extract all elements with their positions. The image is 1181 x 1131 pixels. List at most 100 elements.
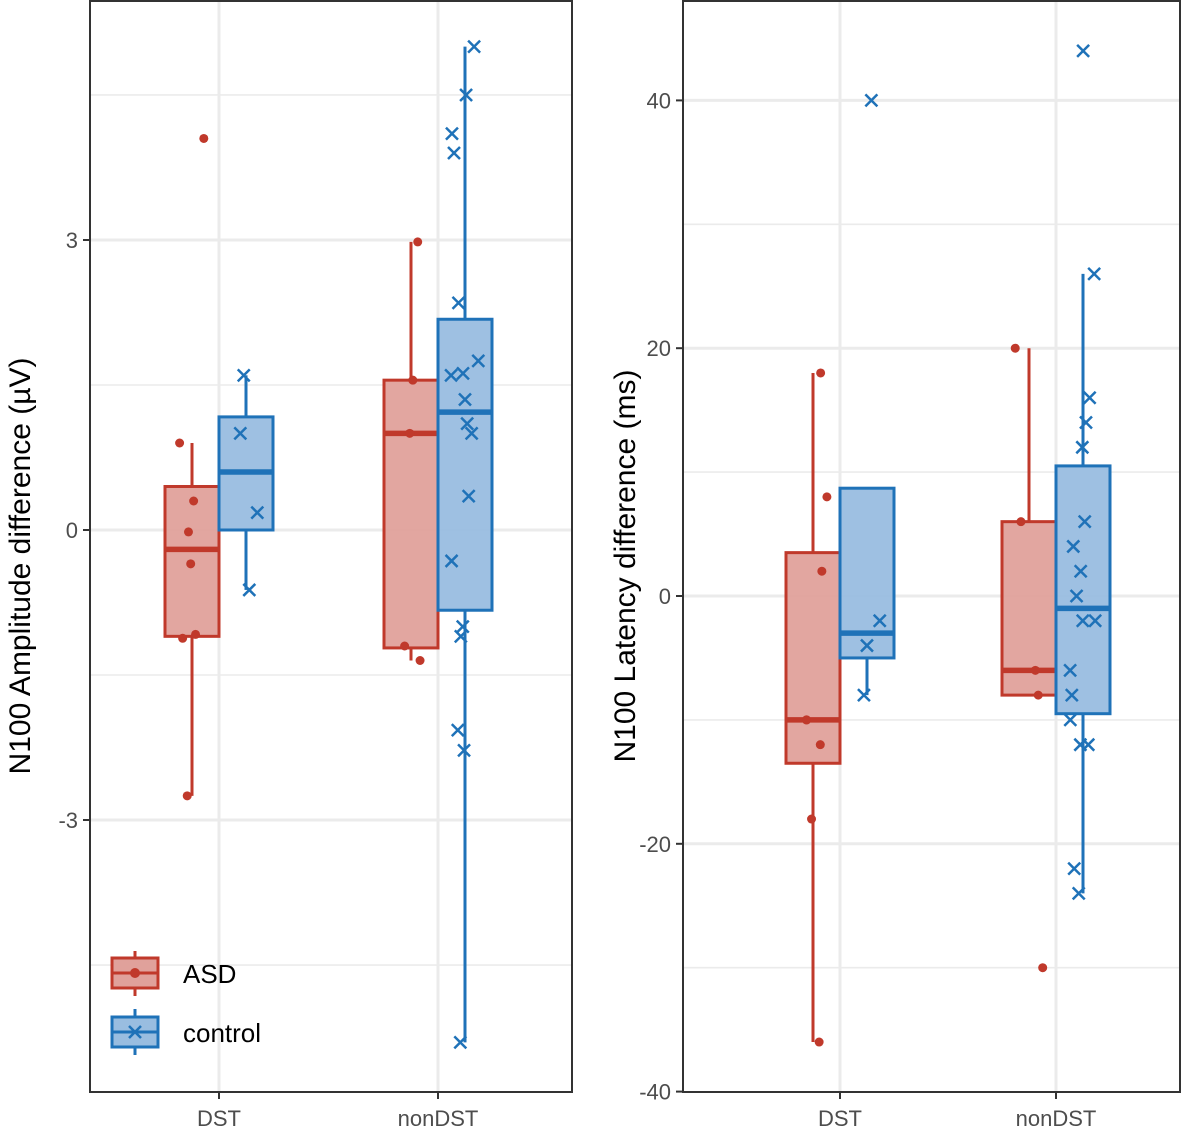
data-point-control (1079, 415, 1093, 430)
latency-panel: -40 -20 0 20 40 DST nonDST N100 Latency differe… (609, 0, 1181, 1131)
panel-border (682, 0, 1181, 1093)
data-point-asd (1038, 963, 1048, 973)
data-point-asd (801, 715, 811, 725)
data-point-asd (815, 740, 825, 750)
data-point-asd (822, 492, 832, 502)
x-tick-label: DST (197, 1106, 241, 1131)
data-point-control (1066, 539, 1081, 554)
data-point-control (445, 126, 459, 141)
data-point-control (450, 723, 465, 737)
data-point-control (1073, 737, 1088, 752)
data-point-control (453, 1035, 468, 1050)
data-point-asd (182, 791, 192, 801)
data-point-asd (1030, 665, 1040, 675)
data-point-control (464, 426, 479, 441)
data-point-asd (1033, 690, 1043, 700)
iqr-box (784, 551, 842, 765)
data-point-control (459, 88, 473, 102)
data-point-control (460, 416, 475, 431)
data-point-control (451, 295, 466, 310)
data-point-control (1069, 589, 1084, 603)
data-point-control (242, 583, 257, 597)
data-point-asd (178, 633, 188, 643)
plot-background (90, 0, 573, 1092)
data-point-asd (191, 629, 201, 639)
data-point-asd (199, 133, 209, 143)
legend-control-x-icon (128, 1025, 142, 1039)
iqr-box (436, 317, 494, 612)
data-point-asd (413, 237, 423, 247)
y-axis-title: N100 Latency difference (ms) (609, 370, 642, 763)
y-tick-label: -3 (58, 808, 78, 833)
y-tick-label: 0 (659, 584, 671, 609)
data-point-control (1071, 886, 1086, 901)
data-point-asd (807, 814, 817, 824)
data-point-asd (1010, 343, 1020, 353)
x-tick-label: DST (818, 1106, 862, 1131)
data-point-asd (183, 527, 193, 537)
panel-border (89, 0, 573, 1093)
data-point-control (857, 688, 871, 703)
data-point-asd (175, 438, 185, 448)
data-point-control (458, 392, 472, 407)
legend-label-control: control (183, 1018, 261, 1048)
box-asd-dst (163, 133, 221, 801)
legend-asd-dot-icon (130, 968, 140, 978)
data-point-control (471, 353, 486, 368)
data-point-control (1077, 514, 1092, 529)
data-point-asd (1016, 517, 1026, 527)
data-point-control (457, 743, 471, 758)
legend: ASD control (110, 951, 261, 1055)
data-point-asd (405, 428, 415, 438)
data-point-control (1073, 564, 1088, 579)
box-asd-dst (784, 368, 842, 1047)
data-point-control (864, 93, 879, 108)
y-tick-label: -20 (639, 832, 671, 857)
y-axis-title: N100 Amplitude difference (µV) (4, 358, 37, 775)
box-asd-nondst (382, 237, 440, 666)
y-tick-label: 0 (66, 518, 78, 543)
iqr-box (1054, 464, 1112, 716)
iqr-box (382, 378, 440, 650)
x-tick-label: nonDST (1016, 1106, 1097, 1131)
y-tick-label: -40 (639, 1080, 671, 1105)
y-tick-label: 40 (647, 88, 671, 113)
data-point-asd (816, 368, 826, 378)
box-control-dst (217, 368, 275, 597)
data-point-asd (814, 1037, 824, 1047)
x-tick-label: nonDST (398, 1106, 479, 1131)
box-control-nondst (436, 39, 494, 1050)
data-point-control (456, 366, 470, 381)
legend-item-asd: ASD (110, 951, 236, 996)
data-point-control (1063, 713, 1078, 727)
amplitude-panel: -3 0 3 DST nonDST N100 Amplitude difference (… (4, 0, 573, 1131)
data-point-control (453, 629, 468, 644)
data-point-control (444, 368, 458, 383)
data-point-control (447, 146, 461, 160)
data-point-control (860, 638, 874, 653)
data-point-asd (186, 559, 196, 569)
data-point-control (1082, 390, 1097, 405)
data-point-asd (408, 375, 418, 385)
data-point-control (1067, 861, 1082, 876)
data-point-control (250, 505, 265, 520)
data-point-control (1075, 440, 1090, 455)
y-tick-label: 3 (66, 228, 78, 253)
data-point-control (1063, 663, 1078, 678)
box-control-nondst (1054, 43, 1112, 901)
data-point-control (1075, 613, 1090, 628)
data-point-control (1088, 613, 1103, 628)
data-point-asd (415, 656, 425, 666)
data-point-control (872, 613, 887, 628)
data-point-asd (817, 566, 827, 576)
data-point-asd (189, 496, 199, 506)
legend-item-control: control (110, 1009, 261, 1055)
data-point-asd (400, 641, 410, 651)
data-point-control (1064, 688, 1079, 703)
data-point-control (233, 426, 248, 441)
iqr-box (838, 486, 896, 660)
data-point-control (444, 554, 459, 568)
data-point-control (461, 489, 476, 504)
y-tick-label: 20 (647, 336, 671, 361)
